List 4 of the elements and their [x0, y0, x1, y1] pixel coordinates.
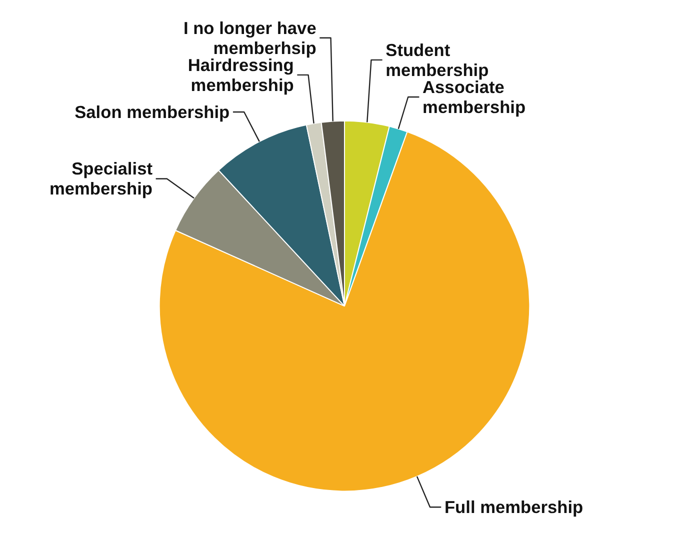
slice-label: Salon membership — [74, 102, 230, 122]
slice-label: Student membership — [386, 40, 489, 80]
slice-label: Full membership — [444, 497, 584, 518]
slice-label: Specialist membership — [49, 158, 153, 199]
